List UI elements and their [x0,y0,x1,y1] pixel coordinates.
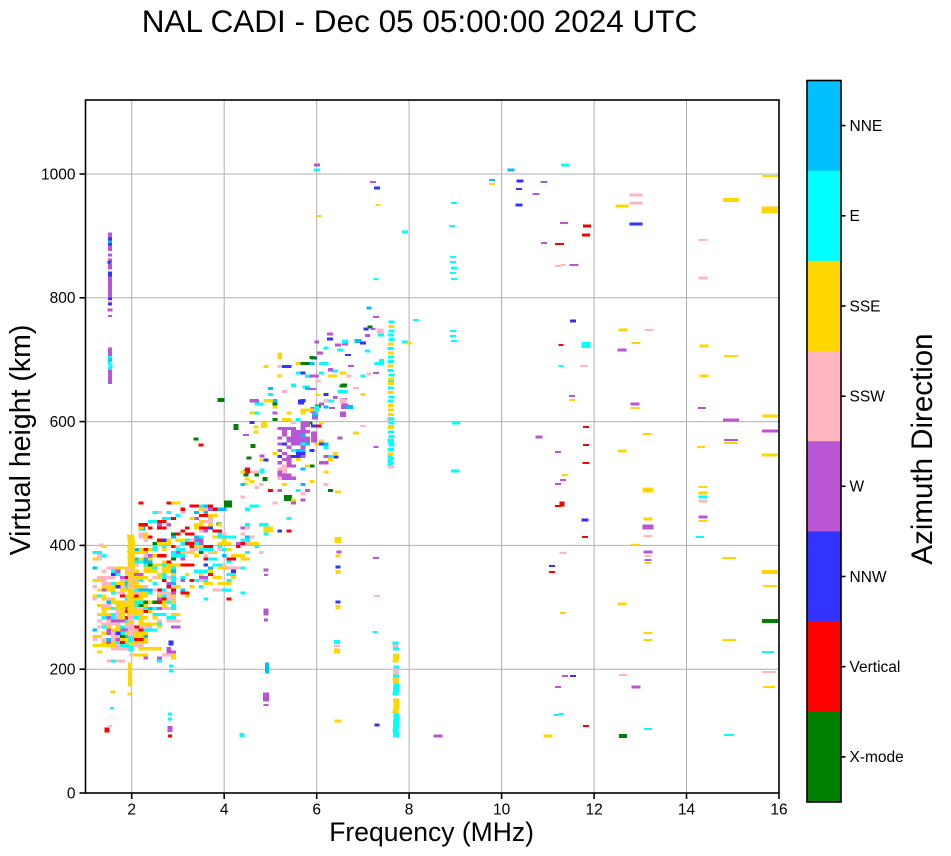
svg-text:Frequency (MHz): Frequency (MHz) [329,817,534,847]
svg-text:8: 8 [405,802,414,819]
svg-text:Vertical: Vertical [850,659,901,676]
svg-text:16: 16 [770,802,787,819]
svg-text:4: 4 [220,802,229,819]
svg-text:800: 800 [50,290,76,307]
svg-text:14: 14 [678,802,696,819]
svg-text:6: 6 [312,802,321,819]
svg-text:X-mode: X-mode [850,749,904,766]
svg-text:600: 600 [50,414,76,431]
svg-text:W: W [850,479,865,496]
svg-text:E: E [850,208,860,225]
svg-text:0: 0 [67,785,76,802]
svg-text:200: 200 [50,662,76,679]
svg-text:NNW: NNW [850,569,887,586]
svg-text:Virtual height (km): Virtual height (km) [5,325,37,556]
svg-text:SSW: SSW [850,389,886,406]
svg-text:10: 10 [493,802,511,819]
svg-text:2: 2 [127,802,136,819]
svg-text:NAL CADI - Dec 05 05:00:00 202: NAL CADI - Dec 05 05:00:00 2024 UTC [142,3,698,39]
svg-text:12: 12 [585,802,602,819]
svg-text:Azimuth Direction: Azimuth Direction [906,333,939,564]
svg-text:1000: 1000 [41,166,76,183]
svg-text:NNE: NNE [850,118,883,135]
svg-text:400: 400 [50,538,76,555]
svg-text:SSE: SSE [850,298,881,315]
